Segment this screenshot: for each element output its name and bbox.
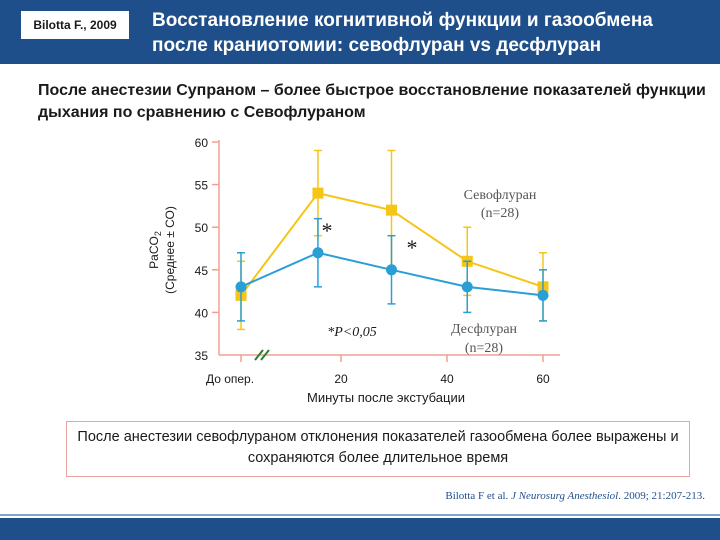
footer-line: [0, 514, 720, 516]
axis-break-icon: [254, 349, 270, 361]
x-axis-label: Минуты после экстубации: [307, 390, 465, 405]
series-des: [235, 217, 549, 322]
point-des-0: [235, 281, 247, 293]
slide-subtitle: После анестезии Супраном – более быстрое…: [38, 82, 706, 121]
point-sevo-1: [312, 187, 324, 199]
conclusion-box: После анестезии севофлураном отклонения …: [66, 421, 690, 477]
point-des-1: [312, 247, 324, 259]
citation-suffix: . 2009; 21:207-213.: [618, 490, 705, 502]
citation: Bilotta F et al. J Neurosurg Anesthesiol…: [395, 490, 705, 502]
legend-des-n: (n=28): [465, 341, 504, 356]
x-tick-label-3: 60: [536, 372, 550, 386]
legend-sevo-n: (n=28): [481, 206, 520, 221]
citation-journal: J Neurosurg Anesthesiol: [511, 490, 619, 502]
legend-sevo-name: Севофлуран: [464, 188, 537, 203]
point-des-3: [461, 281, 473, 293]
chart-series: [235, 149, 549, 331]
x-ticks: До опер. 20 40 60: [206, 355, 550, 386]
slide-title: Восстановление когнитивной функции и газ…: [152, 10, 653, 56]
y-tick-label-55: 55: [195, 179, 209, 193]
x-tick-label-1: 20: [334, 372, 348, 386]
x-tick-label-0: До опер.: [206, 372, 254, 386]
y-axis-label-line2: (Среднее ± СО): [163, 206, 177, 294]
y-tick-label-40: 40: [195, 306, 209, 320]
footer-bar: [0, 518, 720, 540]
y-ticks: 35 40 45 50 55 60: [195, 136, 219, 363]
y-axis-label-sub: 2: [153, 231, 163, 236]
chart-axes: [218, 140, 560, 361]
x-tick-label-2: 40: [440, 372, 454, 386]
y-tick-label-35: 35: [195, 349, 209, 363]
significance-star-30: *: [407, 235, 418, 260]
y-tick-label-45: 45: [195, 264, 209, 278]
paco2-chart: 35 40 45 50 55 60 До опер. 20 40 60 PaCO2 (Средн…: [147, 136, 560, 405]
header-bar: Bilotta F., 2009 Восстановление когнитив…: [0, 0, 720, 64]
legend-des-name: Десфлуран: [451, 322, 518, 337]
point-des-2: [386, 264, 397, 276]
y-axis-label: PaCO2: [147, 231, 163, 269]
author-badge: Bilotta F., 2009: [20, 10, 130, 40]
y-axis-label-main: PaCO: [147, 236, 161, 269]
p-value-note: *P<0,05: [327, 325, 377, 340]
y-tick-label-60: 60: [195, 136, 209, 150]
citation-prefix: Bilotta F et al.: [445, 490, 512, 502]
point-sevo-2: [386, 204, 397, 216]
significance-star-20: *: [322, 218, 333, 243]
point-des-4: [537, 289, 549, 301]
y-tick-label-50: 50: [195, 221, 209, 235]
